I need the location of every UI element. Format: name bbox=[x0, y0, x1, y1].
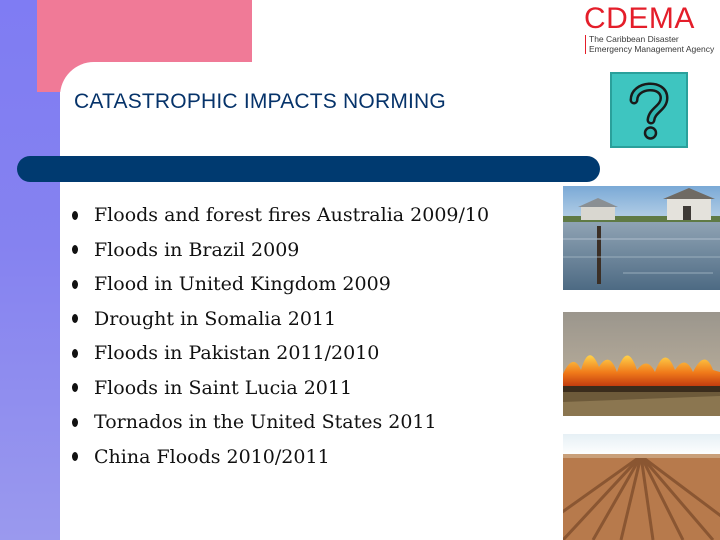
question-mark-icon[interactable] bbox=[610, 72, 688, 148]
logo-tagline-line2: Emergency Management Agency bbox=[589, 43, 715, 54]
question-mark-graphic bbox=[629, 82, 669, 140]
slide-title: CATASTROPHIC IMPACTS NORMING bbox=[74, 90, 446, 113]
bullet-icon bbox=[72, 383, 78, 393]
bullet-icon bbox=[72, 279, 78, 289]
list-item-text: Floods in Saint Lucia 2011 bbox=[94, 376, 353, 399]
drought-field-photo bbox=[563, 434, 720, 540]
title-divider-bar bbox=[17, 156, 600, 182]
list-item: Drought in Somalia 2011 bbox=[70, 302, 489, 337]
list-item: Floods in Pakistan 2011/2010 bbox=[70, 336, 489, 371]
list-item: China Floods 2010/2011 bbox=[70, 440, 489, 475]
list-item-text: Floods in Brazil 2009 bbox=[94, 238, 300, 261]
bullet-icon bbox=[72, 314, 78, 324]
flood-photo bbox=[563, 186, 720, 290]
bullet-icon bbox=[72, 452, 78, 462]
list-item-text: Floods in Pakistan 2011/2010 bbox=[94, 342, 380, 365]
list-item: Floods and forest fires Australia 2009/1… bbox=[70, 198, 489, 233]
list-item: Floods in Saint Lucia 2011 bbox=[70, 371, 489, 406]
list-item: Flood in United Kingdom 2009 bbox=[70, 267, 489, 302]
cdema-logo: CDEMA The Caribbean Disaster Emergency M… bbox=[578, 2, 718, 54]
logo-tagline: The Caribbean Disaster Emergency Managem… bbox=[585, 34, 720, 54]
list-item-text: Tornados in the United States 2011 bbox=[94, 411, 437, 434]
impacts-list: Floods and forest fires Australia 2009/1… bbox=[70, 198, 489, 474]
wildfire-photo bbox=[563, 312, 720, 416]
logo-wordmark: CDEMA bbox=[584, 2, 695, 35]
bullet-icon bbox=[72, 348, 78, 358]
list-item-text: Flood in United Kingdom 2009 bbox=[94, 273, 391, 296]
list-item: Tornados in the United States 2011 bbox=[70, 405, 489, 440]
bullet-icon bbox=[72, 417, 78, 427]
logo-tagline-line1: The Caribbean Disaster bbox=[589, 34, 679, 44]
bullet-icon bbox=[72, 245, 78, 255]
bullet-icon bbox=[72, 210, 78, 220]
list-item: Floods in Brazil 2009 bbox=[70, 233, 489, 268]
list-item-text: Floods and forest fires Australia 2009/1… bbox=[94, 204, 490, 227]
list-item-text: Drought in Somalia 2011 bbox=[94, 307, 337, 330]
list-item-text: China Floods 2010/2011 bbox=[94, 445, 330, 468]
